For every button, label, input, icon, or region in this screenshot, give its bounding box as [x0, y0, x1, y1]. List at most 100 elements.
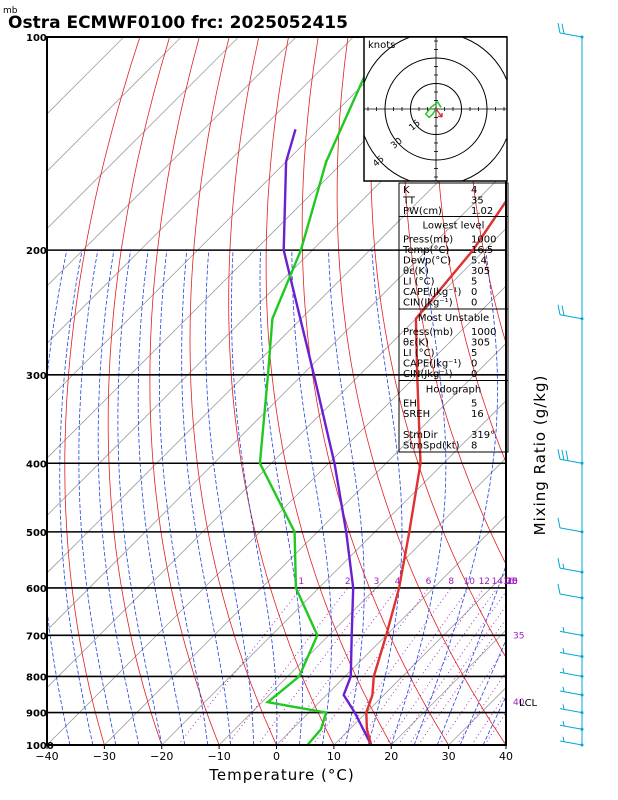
wind-barb-shaft [559, 567, 583, 573]
index-value: 1000 [471, 327, 496, 338]
index-label: CIN(Jkg⁻¹) [403, 369, 453, 380]
moist-adiabat-line [137, 250, 186, 745]
index-value: 305 [471, 266, 490, 277]
index-label: StmSpd(kt) [403, 441, 460, 452]
isotherm-line [47, 37, 297, 287]
mixing-ratio-label: 20 [506, 577, 518, 587]
mixing-ratio-label: 18 [506, 577, 518, 587]
x-tick-label: 30 [442, 750, 456, 763]
wind-barb-shaft [559, 671, 583, 677]
isotherm-line [47, 37, 469, 459]
moist-adiabat-line [117, 250, 163, 745]
wind-barb-half-flag [562, 648, 565, 654]
isotherm-line [47, 37, 412, 402]
isotherm-line [47, 37, 182, 172]
wind-barb-flag [565, 450, 569, 461]
index-value: 5 [471, 277, 477, 288]
y-tick-label: 800 [26, 672, 47, 683]
wind-barb-half-flag [562, 667, 565, 674]
index-value: 16.5 [471, 245, 493, 256]
index-label: CAPE(Jkg⁻¹) [403, 287, 461, 298]
y-tick-label: 900 [26, 709, 47, 720]
dry-adiabat-line [228, 37, 335, 745]
index-value: 16 [471, 409, 484, 420]
index-label: LI (°C) [403, 277, 435, 288]
y-tick-label: 600 [26, 584, 47, 595]
mixing-ratio-label: 16 [503, 577, 515, 587]
y-tick-label: 300 [26, 371, 47, 382]
mixing-ratio-label: 10 [464, 577, 476, 587]
index-value: 0 [471, 287, 477, 298]
mixing-ratio-label: 14 [492, 577, 504, 587]
mixing-ratio-line [355, 587, 470, 745]
y-tick-label: 1000 [26, 741, 54, 752]
mixing-ratio-label: 3 [374, 577, 380, 587]
storm-motion-arrow [435, 108, 443, 118]
wind-barb-shaft [559, 593, 583, 599]
index-value: 5 [471, 348, 477, 359]
moist-adiabat-line [47, 250, 71, 745]
wind-barb-flag [557, 304, 561, 315]
isotherm-line [47, 228, 506, 689]
wind-barb-shaft [559, 690, 583, 696]
index-label: Dewp(°C) [403, 256, 451, 267]
isotherm-line [333, 572, 506, 745]
moist-adiabat-line [367, 250, 403, 745]
moist-adiabat-line [413, 250, 498, 745]
wind-barb-half-flag [562, 704, 565, 710]
wind-barb-shaft [559, 32, 583, 38]
indices-section-title: Most Unstable [418, 313, 489, 324]
mixing-ratio-line [226, 587, 349, 745]
mixing-ratio-label: 30 [506, 577, 518, 587]
hodograph-trace [424, 101, 442, 119]
wind-barb-flag [557, 22, 561, 34]
mixing-ratio-label: 6 [426, 577, 432, 587]
x-tick-label: −10 [208, 750, 231, 763]
index-value: 319° [471, 430, 495, 441]
index-value: 0 [471, 369, 477, 380]
isotherm-line [47, 37, 239, 230]
wind-barb-flag [561, 305, 565, 316]
wind-barb-shaft [559, 652, 583, 658]
dry-adiabat-line [586, 37, 618, 745]
mixing-ratio-line [471, 692, 506, 745]
wind-barb-flag [561, 449, 565, 461]
dry-adiabat-line [435, 37, 506, 464]
mb-unit-label: mb [3, 6, 18, 16]
dry-adiabat-line [556, 37, 618, 745]
wind-barb-flag [557, 558, 561, 569]
dry-adiabat-line [336, 37, 506, 745]
index-value: 1000 [471, 235, 496, 246]
wind-barb-flag [561, 23, 565, 34]
moist-adiabat-line [78, 250, 117, 745]
wind-barb-shaft [559, 630, 583, 636]
index-label: CIN(Jkg⁻¹) [403, 298, 453, 309]
y-tick-label: 400 [26, 459, 47, 470]
wind-barb-half-flag [562, 720, 565, 727]
x-axis-label: Temperature (°C) [208, 766, 354, 784]
x-tick-label: 10 [327, 750, 341, 763]
x-tick-label: −30 [93, 750, 116, 763]
wind-barb-flag [557, 583, 561, 595]
index-value: 0 [471, 298, 477, 309]
dry-adiabat-line [189, 37, 277, 745]
wind-barb-shaft [559, 527, 583, 533]
lcl-label: LCL [519, 698, 538, 709]
y-tick-label: 200 [26, 246, 47, 257]
moist-adiabat-line [459, 639, 506, 745]
dry-adiabat-line [64, 37, 141, 745]
index-label: Temp(°C) [402, 245, 450, 256]
index-label: EH [403, 399, 417, 410]
indices-section-title: Lowest level [423, 221, 485, 232]
moist-adiabat-line [158, 250, 209, 745]
wind-profile [557, 22, 584, 747]
wind-barb-shaft [559, 708, 583, 714]
indices-section-title: Hodograph [426, 385, 481, 396]
indices-panel: K 4 TT 35 PW(cm) 1.02 Lowest level Press(mb) 100… [398, 182, 509, 453]
dry-adiabat-line [107, 37, 170, 745]
dry-adiabat-line [466, 37, 506, 345]
y-axis-label-right: Mixing Ratio (g/kg) [531, 375, 549, 536]
index-label: CAPE(Jkg⁻¹) [403, 359, 461, 370]
